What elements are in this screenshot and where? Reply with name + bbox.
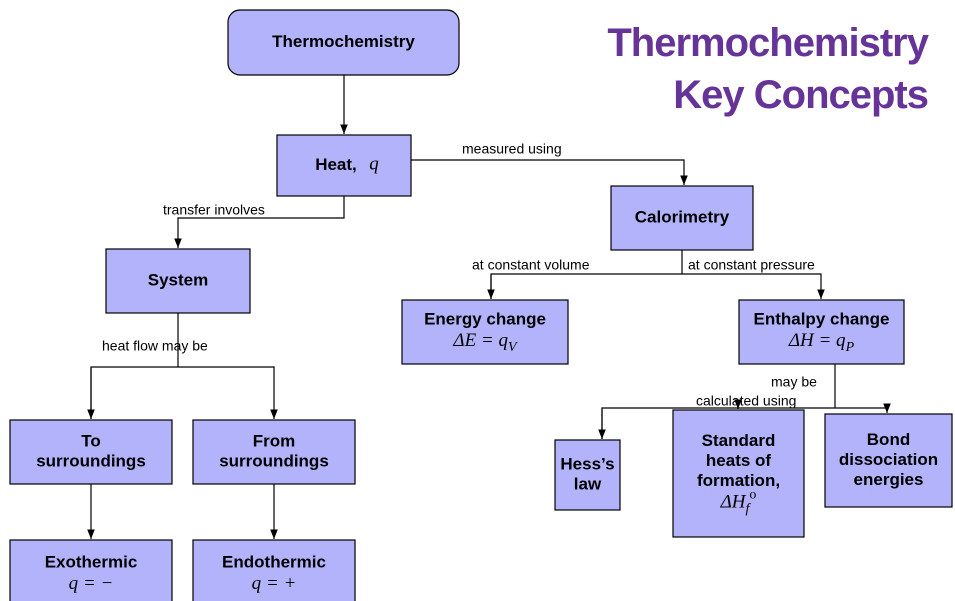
- node-box: [401, 299, 569, 365]
- node-label: surroundings: [36, 451, 146, 470]
- edge-label: at constant pressure: [688, 257, 815, 273]
- edge: [411, 159, 688, 185]
- node-box: [9, 419, 173, 485]
- edge: [490, 273, 825, 299]
- edge: [90, 366, 278, 419]
- node-label: formation,: [697, 471, 780, 490]
- node-formula: q: [369, 154, 379, 175]
- node-box: [192, 539, 356, 601]
- node-label: To: [81, 431, 101, 450]
- node-label: Thermochemistry: [272, 32, 415, 51]
- node-box: [824, 413, 953, 508]
- edge-label: measured using: [462, 141, 562, 157]
- node-label: dissociation: [839, 450, 938, 469]
- node-label: Heat,: [315, 155, 357, 174]
- formula-part: ΔH = q: [788, 330, 846, 351]
- formula-part: o: [749, 488, 756, 503]
- node-formula: q = −: [69, 573, 114, 594]
- node-label: Enthalpy change: [753, 309, 889, 328]
- node-box: [672, 409, 805, 538]
- node-label: Calorimetry: [635, 207, 730, 226]
- node-label: law: [574, 474, 602, 493]
- node-label: System: [148, 270, 208, 289]
- node-formula: q = +: [252, 573, 297, 594]
- node-label: surroundings: [219, 451, 329, 470]
- title-line: Thermochemistry: [607, 21, 929, 65]
- node-box: [276, 134, 412, 197]
- edges: [87, 75, 891, 539]
- node-label: Exothermic: [45, 552, 138, 571]
- node-label: Hess’s: [560, 454, 614, 473]
- node-label: From: [253, 431, 296, 450]
- title-line: Key Concepts: [673, 73, 928, 117]
- node-box: [105, 248, 251, 314]
- edge-label: transfer involves: [163, 202, 265, 218]
- node-label: energies: [854, 470, 924, 489]
- formula-part: V: [508, 340, 518, 355]
- formula-part: f: [745, 502, 751, 517]
- node-label: Endothermic: [222, 552, 326, 571]
- formula-part: q: [369, 154, 379, 175]
- edge-labels: measured using transfer involves heat fl…: [102, 141, 817, 409]
- node-formula: ΔE = qV: [452, 330, 518, 355]
- edge-label: calculated using: [696, 393, 796, 409]
- node-box: [227, 9, 460, 76]
- edge-label: may be: [771, 374, 817, 390]
- formula-part: P: [845, 340, 855, 355]
- edge-label: heat flow may be: [102, 338, 208, 354]
- formula-part: ΔE = q: [452, 330, 508, 351]
- node-formula: ΔH = qP: [788, 330, 855, 355]
- node-label: Energy change: [424, 309, 546, 328]
- node-box: [9, 539, 173, 601]
- node-box: [192, 419, 356, 485]
- node-box: [738, 299, 905, 365]
- node-box: [554, 439, 621, 511]
- formula-part: ΔH: [720, 492, 747, 513]
- edge-label: at constant volume: [472, 257, 590, 273]
- nodes: Thermochemistry Heat, q Calorimetry System En…: [9, 9, 953, 601]
- node-label: heats of: [706, 451, 772, 470]
- node-formula: ΔHfo: [720, 488, 757, 517]
- node-label: Standard: [702, 431, 776, 450]
- node-box: [610, 185, 754, 251]
- edge: [174, 196, 345, 248]
- formula-part: q = −: [69, 573, 114, 594]
- formula-part: q = +: [252, 573, 297, 594]
- node-label: Bond: [867, 430, 910, 449]
